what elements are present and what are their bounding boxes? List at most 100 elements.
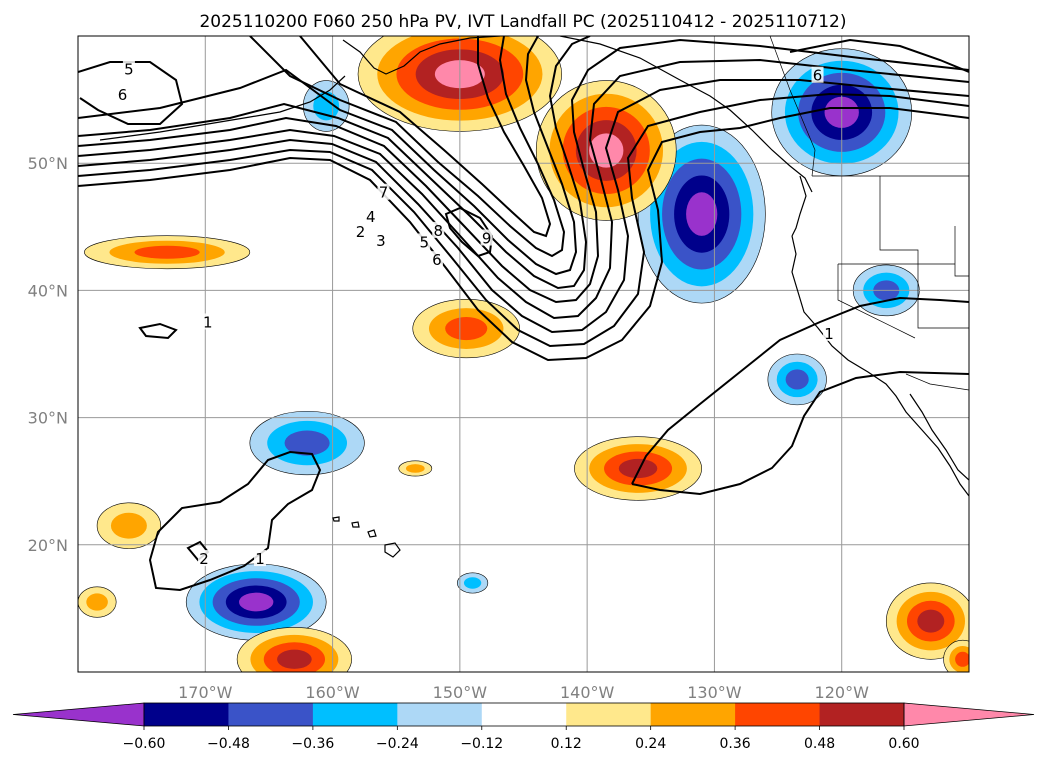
colorbar-swatch xyxy=(735,703,821,726)
ivt-pc-feature-positive-15 xyxy=(236,627,352,672)
contour-label-mask xyxy=(430,251,443,268)
ivt-pc-feature-negative-4 xyxy=(249,410,365,476)
colorbar-tick-label: 0.24 xyxy=(635,736,666,752)
colorbar-swatch xyxy=(397,703,483,726)
alaska-coastline xyxy=(342,36,501,75)
contour-label-mask xyxy=(480,229,493,246)
coastlines xyxy=(99,36,969,558)
pv-contour-closed-1-west xyxy=(138,322,178,340)
pv-contour-label: 4 xyxy=(366,208,376,226)
pv-contour-lines xyxy=(78,36,969,592)
southeast-alaska-coastline xyxy=(559,36,813,193)
pv-contour-trough-2 xyxy=(631,296,969,485)
pv-contour-label: 5 xyxy=(419,233,429,251)
contour-label-mask xyxy=(377,183,390,200)
ivt-pc-level-band xyxy=(917,609,945,633)
colorbar-swatch xyxy=(144,703,229,726)
x-tick-label: 140°W xyxy=(560,683,615,702)
ivt-pc-feature-negative-3 xyxy=(767,353,827,406)
colorbar-tick-label: −0.48 xyxy=(207,736,250,752)
colorbar-extend-min xyxy=(12,702,145,727)
ivt-pc-level-band xyxy=(110,512,147,539)
colorbar-tick-label: 0.60 xyxy=(888,736,919,752)
pv-contour-ridge-8 xyxy=(249,36,566,258)
pv-contour-label: 6 xyxy=(118,86,128,104)
contour-label-mask xyxy=(201,313,214,330)
colorbar-swatch xyxy=(650,703,736,726)
x-tick-label: 120°W xyxy=(815,683,870,702)
colorbar-tick-label: 0.36 xyxy=(720,736,751,752)
colorbar-outline xyxy=(143,702,905,727)
hawaii-maui xyxy=(367,529,377,538)
axis-tick-labels: 170°W 160°W 150°W 140°W 130°W 120°W 50°N 40°N 30… xyxy=(28,154,869,702)
ivt-pc-level-band xyxy=(445,317,488,341)
pv-contour-ridge-4 xyxy=(78,58,969,320)
pv-contour-label: 9 xyxy=(482,230,492,248)
baja-gulf-coastline xyxy=(909,393,969,481)
contour-label-mask xyxy=(432,221,445,238)
pv-contour-label: 5 xyxy=(124,60,134,78)
colorbar: −0.60 −0.48 −0.36 −0.24 −0.12 0.12 0.24 0.36 0.4… xyxy=(12,702,1035,752)
pv-contour-ridge-6 xyxy=(78,36,591,290)
colorbar-tick-label: 0.12 xyxy=(551,736,582,752)
contour-label-mask xyxy=(822,324,835,341)
lat-lon-gridlines xyxy=(78,36,969,672)
colorbar-swatch xyxy=(481,703,567,726)
ivt-pc-level-band xyxy=(955,651,969,667)
contour-label-mask xyxy=(364,207,377,224)
colorbar-tick-label: 0.48 xyxy=(804,736,835,752)
colorbar-swatch xyxy=(228,703,314,726)
pv-contour-label: 3 xyxy=(376,232,386,250)
pv-contour-label: 6 xyxy=(813,67,823,85)
pv-contour-label: 1 xyxy=(824,325,834,343)
ivt-pc-feature-negative-5 xyxy=(185,563,327,641)
pv-contour-ridge-1 xyxy=(78,107,969,362)
y-tick-label: 40°N xyxy=(28,281,68,300)
us-state-borders xyxy=(837,176,969,339)
colorbar-extend-max xyxy=(903,702,1035,727)
pv-contour-ridge-2 xyxy=(78,92,969,348)
pv-contour-label: 7 xyxy=(379,184,389,202)
mexico-border xyxy=(905,373,969,391)
x-tick-label: 150°W xyxy=(433,683,488,702)
colorbar-tick-label: −0.24 xyxy=(376,736,419,752)
pv-contour-ridge-9 xyxy=(299,36,552,238)
pv-contour-label: 6 xyxy=(432,251,442,269)
x-tick-label: 160°W xyxy=(305,683,360,702)
contour-label-mask xyxy=(374,232,387,249)
ivt-pc-feature-positive-18 xyxy=(943,639,969,672)
pv-contour-closed-9 xyxy=(444,206,494,258)
pv-contour-label: 8 xyxy=(433,222,443,240)
x-tick-label: 130°W xyxy=(687,683,742,702)
ivt-pc-feature-negative-6 xyxy=(457,572,489,594)
colorbar-swatch xyxy=(819,703,905,726)
pv-contour-ridge-7 xyxy=(78,36,578,276)
colorbar-tick-label: −0.60 xyxy=(123,736,166,752)
ivt-pc-level-band xyxy=(277,649,312,669)
colorbar-tick-label: −0.36 xyxy=(291,736,334,752)
pv-contour-label: 2 xyxy=(356,223,366,241)
contour-label-mask xyxy=(116,85,129,102)
hawaii-oahu xyxy=(351,521,360,528)
pv-contour-label: 1 xyxy=(203,313,213,331)
y-tick-label: 20°N xyxy=(28,536,68,555)
y-tick-label: 50°N xyxy=(28,154,68,173)
ivt-pc-feature-positive-14 xyxy=(885,582,969,660)
ivt-pc-level-band xyxy=(618,458,658,479)
hawaii-big-island xyxy=(384,542,401,558)
ivt-pc-level-band xyxy=(686,192,718,236)
ivt-pc-feature-positive-11 xyxy=(84,235,251,270)
us-west-coastline xyxy=(791,235,969,497)
ivt-pc-feature-positive-10 xyxy=(412,299,520,359)
contour-label-mask xyxy=(122,60,135,77)
x-tick-label: 170°W xyxy=(178,683,233,702)
colorbar-swatch xyxy=(566,703,652,726)
contour-label-mask xyxy=(198,550,211,567)
map-frame xyxy=(77,35,970,673)
pv-contour-closed-lows-east xyxy=(789,38,969,73)
y-tick-label: 30°N xyxy=(28,409,68,428)
british-columbia-coastline xyxy=(791,175,807,237)
